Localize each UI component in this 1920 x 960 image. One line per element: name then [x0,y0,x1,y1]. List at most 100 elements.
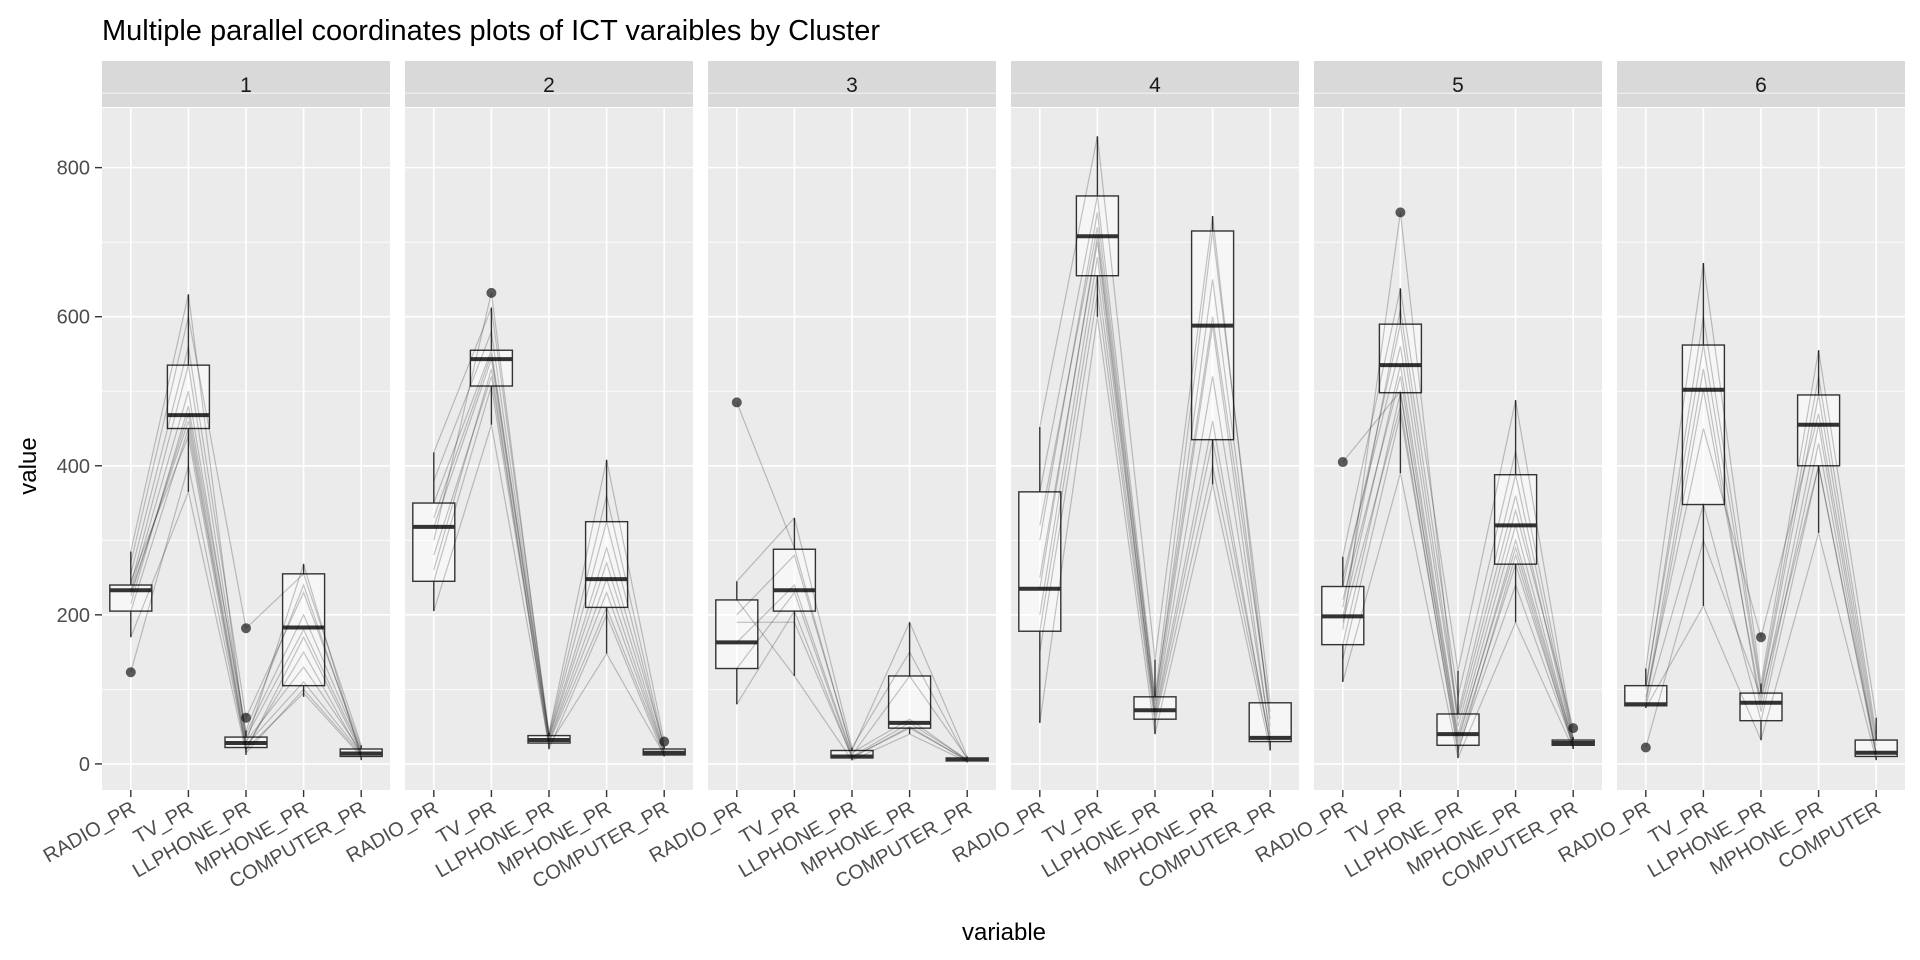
facet-strip-label: 4 [1149,74,1161,97]
box-iqr [887,675,932,729]
parallel-coordinate-line [1342,376,1574,745]
boxplot-RADIO_PR [1018,427,1062,723]
box-iqr [1681,344,1726,506]
boxplot-COMPUTER_PR [1854,717,1898,761]
parallel-coordinate-line [130,316,362,746]
boxplot-RADIO_PR [412,452,456,612]
parallel-coordinate-line [130,294,362,759]
parallel-coordinate-line [1039,275,1271,742]
parallel-coordinate-line [130,405,362,754]
chart-title: Multiple parallel coordinates plots of I… [102,15,880,47]
box-outlier-point [241,712,251,723]
boxplot-MPHONE_PR [887,622,932,735]
box-iqr [1190,230,1235,441]
facet-strip [1314,61,1602,107]
parallel-coordinate-line [433,305,665,742]
parallel-coordinate-line [736,621,968,761]
boxplot-TV_PR [772,517,817,676]
box-outlier-point [125,667,136,678]
parallel-coordinate-line [130,420,362,756]
y-tick-label: 800 [57,158,90,180]
y-tick-label: 600 [57,307,90,329]
box-iqr [469,349,514,387]
y-tick-label: 0 [79,754,90,776]
parallel-coordinate-line [433,329,665,748]
box-iqr [281,573,326,687]
boxplot-LLPHONE_PR [1436,670,1480,758]
parallel-coordinate-line [433,376,665,753]
box-iqr [1378,323,1423,394]
facet-strip-label: 3 [846,74,858,97]
box-iqr [1436,713,1480,746]
parallel-coordinate-line [1342,389,1574,744]
facet-strip [1617,61,1905,107]
boxplot-LLPHONE_PR [1133,659,1177,735]
facet-panel-3: 3RADIO_PRTV_PRLLPHONE_PRMPHONE_PRCOMPUTE… [646,61,996,893]
parallel-coordinate-line [433,359,665,753]
y-axis-title: value [15,437,42,494]
parallel-coordinate-line [1645,465,1877,753]
parallel-coordinate-line [1342,288,1574,738]
facet-panel-4: 4RADIO_PRTV_PRLLPHONE_PRMPHONE_PRCOMPUTE… [949,61,1299,893]
facet-strip-label: 2 [543,74,555,97]
parallel-coordinate-line [1342,309,1574,739]
boxplot-MPHONE_PR [584,459,629,654]
box-outlier-point [659,736,670,747]
facet-strip [102,61,390,107]
boxplot-COMPUTER_PR [642,736,686,757]
parallel-coordinate-line [130,364,362,750]
facet-strip [708,61,996,107]
boxplot-LLPHONE_PR [1739,632,1783,741]
boxplot-TV_PR [1378,207,1423,474]
box-outlier-point [1640,742,1651,753]
box-outlier-point [1395,207,1406,218]
facet-strip [1011,61,1299,107]
parallel-coordinate-line [736,609,968,762]
parallel-coordinate-line [130,391,362,751]
box-iqr [412,502,456,583]
facet-strip-label: 1 [240,74,252,97]
parallel-coordinate-line [1342,364,1574,744]
parallel-coordinate-line [736,516,968,760]
box-iqr [772,548,817,612]
box-outlier-point [1756,632,1766,643]
parallel-coordinate-line [1645,530,1877,761]
parallel-coordinate-line [1342,405,1574,753]
boxplot-MPHONE_PR [281,564,326,697]
facet-panel-6: 6RADIO_PRTV_PRLLPHONE_PRMPHONE_PRCOMPUTE… [1555,61,1905,882]
parallel-coordinate-line [433,353,665,751]
x-axis-title: variable [962,919,1046,946]
box-iqr [1493,474,1538,565]
parallel-coordinate-line [736,591,968,760]
parallel-coordinate-line [130,346,362,748]
parallel-coordinate-line [1645,413,1877,746]
box-iqr [1133,696,1177,720]
boxplot-RADIO_PR [109,551,153,678]
boxplot-RADIO_PR [1624,668,1668,753]
parallel-coordinate-line [1645,316,1877,735]
y-tick-label: 400 [57,456,90,478]
parallel-coordinate-line [433,347,665,750]
facet-strip [405,61,693,107]
boxplot-LLPHONE_PR [224,623,268,755]
box-iqr [166,364,211,430]
parallel-coordinate-line [433,424,665,756]
box-outlier-point [731,397,742,408]
parallel-coordinate-line [1039,227,1271,712]
parallel-coordinate-line [433,292,665,747]
parallel-coordinate-line [130,465,362,757]
facet-panel-2: 2RADIO_PRTV_PRLLPHONE_PRMPHONE_PRCOMPUTE… [343,61,693,893]
boxplot-TV_PR [469,287,514,425]
boxplot-TV_PR [1075,136,1120,317]
boxplot-LLPHONE_PR [830,747,874,761]
boxplot-TV_PR [166,294,211,492]
parallel-coordinate-line [1342,473,1574,760]
parallel-coordinate-line [1039,294,1271,744]
parallel-coordinate-line [1039,195,1271,703]
parallel-coordinate-line [1342,346,1574,742]
boxplot-RADIO_PR [715,397,759,705]
box-iqr [1739,692,1783,722]
boxplot-COMPUTER_PR [1248,702,1292,751]
parallel-coordinate-line [1645,262,1877,718]
